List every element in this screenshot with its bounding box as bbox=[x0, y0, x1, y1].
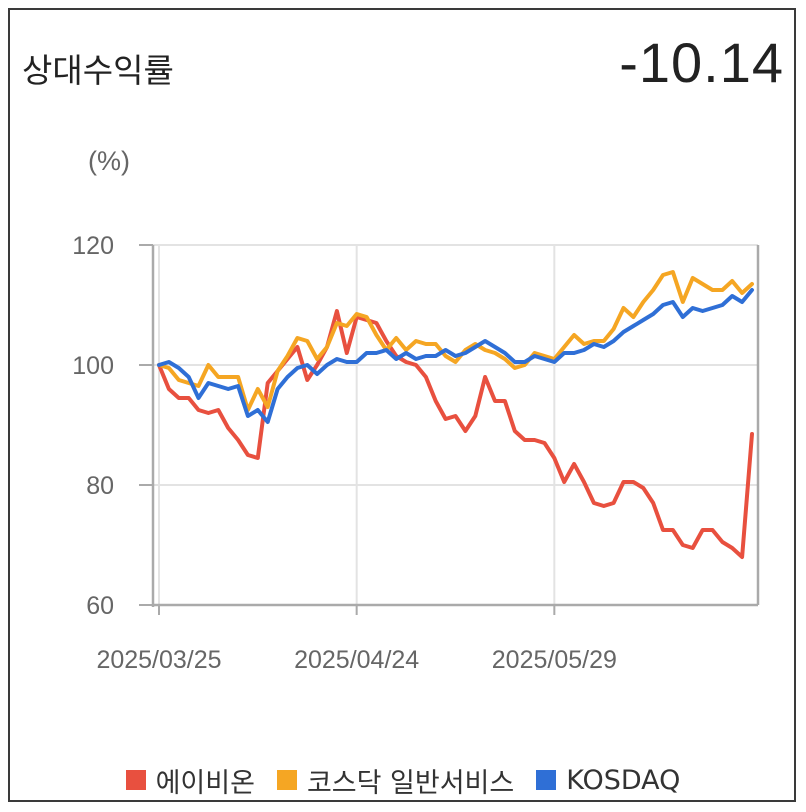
y-tick-label: 120 bbox=[72, 232, 114, 260]
legend-swatch-2 bbox=[536, 770, 557, 790]
y-axis-unit-label: (%) bbox=[88, 146, 130, 176]
y-tick-label: 100 bbox=[72, 352, 114, 380]
x-tick-label: 2025/04/24 bbox=[294, 646, 419, 674]
x-tick-label: 2025/03/25 bbox=[96, 646, 221, 674]
x-tick-label: 2025/05/29 bbox=[492, 646, 617, 674]
legend-item-0: 에이비온 bbox=[125, 761, 255, 800]
y-tick-label: 60 bbox=[86, 592, 114, 620]
legend-swatch-1 bbox=[276, 770, 297, 790]
chart-frame bbox=[8, 8, 796, 802]
series-line-0 bbox=[157, 309, 754, 559]
series-line-2 bbox=[157, 288, 754, 424]
series-line-1 bbox=[157, 270, 754, 412]
relative-return-value: -10.14 bbox=[619, 31, 784, 94]
y-tick-label: 80 bbox=[86, 472, 114, 500]
legend-label-0: 에이비온 bbox=[155, 767, 255, 799]
legend: 에이비온 코스닥 일반서비스 KOSDAQ bbox=[0, 760, 806, 800]
legend-label-2: KOSDAQ bbox=[566, 764, 681, 796]
legend-label-1: 코스닥 일반서비스 bbox=[306, 767, 515, 799]
chart-title: 상대수익률 bbox=[22, 51, 174, 90]
legend-item-1: 코스닥 일반서비스 bbox=[276, 761, 515, 800]
legend-swatch-0 bbox=[125, 770, 146, 790]
legend-item-2: KOSDAQ bbox=[536, 765, 680, 796]
